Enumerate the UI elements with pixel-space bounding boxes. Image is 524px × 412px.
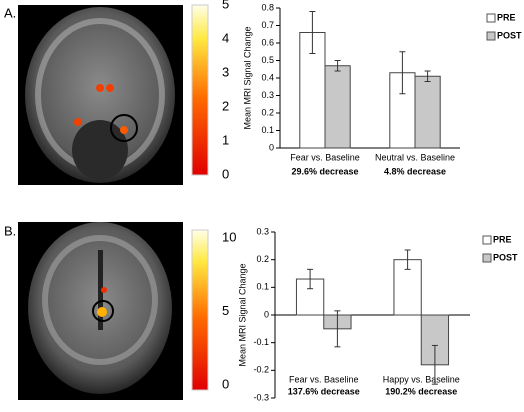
category-note: 137.6% decrease	[288, 386, 360, 396]
x-tick-label: Neutral vs. Baseline	[375, 152, 455, 162]
y-tick-label: 0	[264, 309, 269, 319]
bar	[414, 75, 441, 149]
legend-label: POST	[493, 252, 518, 262]
y-tick-label: 0.6	[261, 37, 274, 47]
legend-swatch	[482, 235, 492, 245]
legend-label: POST	[497, 30, 522, 40]
colorbar-tick-label: 0	[222, 376, 229, 391]
legend-swatch	[486, 31, 496, 41]
y-axis-label: Mean MRI Signal Change	[242, 26, 252, 129]
brain-image-a	[18, 5, 183, 185]
y-tick-label: 0.5	[261, 55, 274, 65]
colorbar-tick-label: 5	[222, 0, 229, 11]
y-tick-label: 0.1	[256, 282, 269, 292]
colorbar-a	[191, 4, 209, 176]
y-tick-label: 0.3	[256, 226, 269, 236]
legend-label: PRE	[497, 12, 516, 22]
category-note: 29.6% decrease	[291, 166, 358, 176]
y-tick-label: -0.2	[253, 365, 269, 375]
legend-swatch	[482, 253, 492, 263]
x-tick-label: Fear vs. Baseline	[289, 374, 359, 384]
colorbar-tick-label: 0	[222, 166, 229, 181]
colorbar-tick-label: 1	[222, 132, 229, 147]
y-tick-label: 0.2	[256, 254, 269, 264]
colorbar-tick-label: 2	[222, 98, 229, 113]
x-tick-label: Fear vs. Baseline	[290, 152, 360, 162]
y-tick-label: 0.1	[261, 125, 274, 135]
y-axis-label: Mean MRI Signal Change	[237, 263, 247, 366]
y-tick-label: -0.3	[253, 392, 269, 402]
y-tick-label: 0.7	[261, 20, 274, 30]
colorbar-b	[191, 229, 209, 391]
category-note: 190.2% decrease	[385, 386, 457, 396]
colorbar-tick-label: 3	[222, 64, 229, 79]
y-tick-label: 0.3	[261, 90, 274, 100]
y-tick-label: 0	[269, 142, 274, 152]
y-tick-label: 0.8	[261, 2, 274, 12]
y-tick-label: 0.4	[261, 72, 274, 82]
colorbar-tick-label: 4	[222, 30, 229, 45]
panel-label: B.	[4, 223, 16, 238]
legend-label: PRE	[493, 234, 512, 244]
y-tick-label: 0.2	[261, 107, 274, 117]
bar	[324, 65, 351, 149]
legend-swatch	[486, 13, 496, 23]
y-tick-label: -0.1	[253, 337, 269, 347]
x-tick-label: Happy vs. Baseline	[383, 374, 460, 384]
category-note: 4.8% decrease	[384, 166, 446, 176]
colorbar-tick-label: 10	[222, 229, 236, 244]
brain-image-b	[18, 222, 183, 400]
panel-label: A.	[4, 5, 16, 20]
colorbar-tick-label: 5	[222, 303, 229, 318]
